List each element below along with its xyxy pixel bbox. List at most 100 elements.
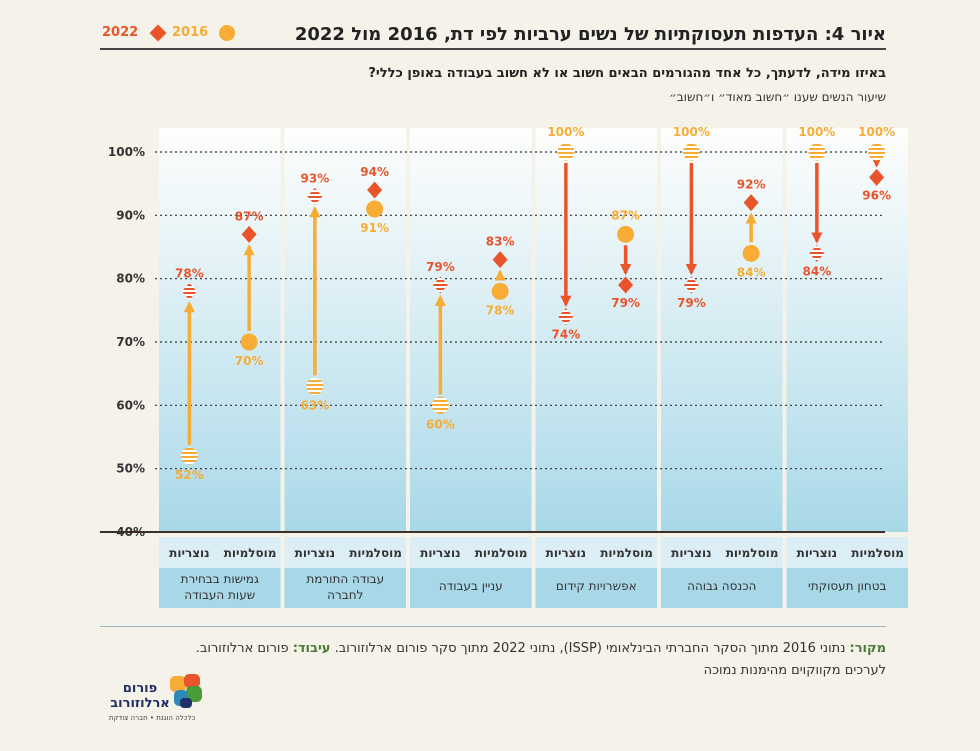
value-label-2016: 100%	[798, 125, 835, 139]
value-label-2022: 78%	[175, 266, 204, 280]
value-label-2022: 79%	[426, 260, 455, 274]
chart-title: איור 4: העדפות תעסוקתיות של נשים ערביות …	[294, 24, 886, 45]
marker-2016	[240, 333, 258, 351]
marker-2016	[617, 225, 635, 243]
category-label: שעות העבודה	[184, 588, 255, 602]
category-label: לחברה	[327, 588, 363, 602]
marker-2022	[432, 276, 448, 294]
value-label-2016: 100%	[547, 125, 584, 139]
value-label-2022: 74%	[552, 328, 581, 342]
value-label-2016: 100%	[673, 125, 710, 139]
y-tick-label: 50%	[116, 462, 145, 476]
group-label: נוצריות	[169, 546, 209, 560]
marker-2022	[869, 168, 885, 186]
value-label-2022: 92%	[737, 178, 766, 192]
y-tick-label: 60%	[116, 398, 145, 412]
sublabel-row	[284, 537, 406, 568]
value-label-2022: 83%	[486, 235, 515, 249]
marker-2022	[181, 282, 197, 300]
group-label: מוסלמיות	[600, 546, 653, 560]
logo-tagline: כלכלה הוגנת • חברה צודקת	[108, 714, 196, 722]
processing-label: עיבוד:	[292, 641, 331, 656]
logo-name-line2: ארלוזורוב	[110, 696, 170, 711]
marker-2022	[809, 244, 825, 262]
category-label: עניין בעבודה	[439, 579, 503, 593]
value-label-2016: 84%	[737, 265, 766, 279]
source-label: מקור:	[849, 641, 886, 656]
marker-2022	[618, 276, 634, 294]
group-label: מוסלמיות	[349, 546, 402, 560]
marker-2022	[492, 251, 508, 269]
value-label-2022: 87%	[235, 209, 264, 223]
group-label: מוסלמיות	[726, 546, 779, 560]
value-label-2022: 94%	[360, 165, 389, 179]
source-text: נתוני 2016 מתוך הסקר החברתי הבינלאומי (I…	[330, 641, 850, 656]
marker-2016	[306, 377, 324, 395]
value-label-2022: 84%	[803, 264, 832, 278]
category-label: בטחון תעסוקתי	[808, 579, 887, 593]
category-label-box	[661, 568, 783, 608]
marker-2016	[808, 143, 826, 161]
group-label: נוצריות	[546, 546, 586, 560]
legend-2022: 2022	[102, 22, 167, 46]
value-label-2016: 100%	[858, 125, 895, 139]
legend-circle-icon	[219, 24, 236, 41]
category-label: גמישות בבחירת	[181, 572, 259, 586]
value-label-2022: 79%	[611, 296, 640, 310]
value-label-2016: 52%	[175, 468, 204, 482]
y-tick-label: 90%	[116, 208, 145, 222]
logo-name: פורום ארלוזורוב	[100, 681, 180, 711]
y-tick-label: 70%	[116, 335, 145, 349]
value-label-2016: 91%	[360, 221, 389, 235]
title-divider	[100, 48, 886, 50]
panel-background	[535, 128, 657, 532]
category-label: הכנסה גבוהה	[687, 579, 756, 593]
marker-2016	[366, 200, 384, 218]
group-label: נוצריות	[295, 546, 335, 560]
y-tick-label: 80%	[116, 272, 145, 286]
value-label-2016: 70%	[235, 354, 264, 368]
marker-2016	[180, 447, 198, 465]
marker-2022	[241, 225, 257, 243]
sublabel-row	[786, 537, 908, 568]
logo-name-line1: פורום	[122, 681, 158, 696]
category-label-box	[535, 568, 657, 608]
marker-2022	[307, 187, 323, 205]
marker-2016	[682, 143, 700, 161]
group-label: נוצריות	[420, 546, 460, 560]
source-note: מקור: נתוני 2016 מתוך הסקר החברתי הבינלא…	[106, 638, 886, 682]
processing-text: פורום ארלוזורוב.	[195, 641, 293, 656]
legend-2016-label: 2016	[172, 25, 209, 40]
panel-background	[786, 128, 908, 532]
value-label-2016: 60%	[426, 417, 455, 431]
forum-logo-icon	[170, 674, 202, 708]
panel-background	[284, 128, 406, 532]
category-label-box	[284, 568, 406, 608]
panel-background	[661, 128, 783, 532]
marker-2022	[743, 194, 759, 212]
marker-2022	[367, 181, 383, 199]
value-label-2016: 78%	[486, 303, 515, 317]
group-label: מוסלמיות	[475, 546, 528, 560]
marker-2016	[431, 396, 449, 414]
reliability-note: לערכים מקווקוים מהימנות נמוכה	[703, 663, 886, 678]
marker-2022	[558, 308, 574, 326]
category-label: עבודה התורמת	[306, 572, 384, 586]
value-label-2022: 93%	[301, 171, 330, 185]
marker-2016	[742, 244, 760, 262]
group-label: מוסלמיות	[224, 546, 277, 560]
group-label: מוסלמיות	[851, 546, 904, 560]
value-label-2016: 87%	[611, 208, 640, 222]
chart-question: באיזו מידה, לדעתך, כל אחד מהגורמים הבאים…	[368, 66, 886, 81]
marker-2022	[683, 276, 699, 294]
legend-2022-label: 2022	[102, 25, 139, 40]
category-label-box	[786, 568, 908, 608]
sublabel-row	[159, 537, 281, 568]
sublabel-row	[535, 537, 657, 568]
value-label-2016: 63%	[301, 398, 330, 412]
group-label: נוצריות	[671, 546, 711, 560]
chart-measure: שיעור הנשים שענו ״חשוב מאוד״ ו״חשוב״	[669, 90, 886, 104]
category-label-box	[159, 568, 281, 608]
panel-background	[410, 128, 532, 532]
